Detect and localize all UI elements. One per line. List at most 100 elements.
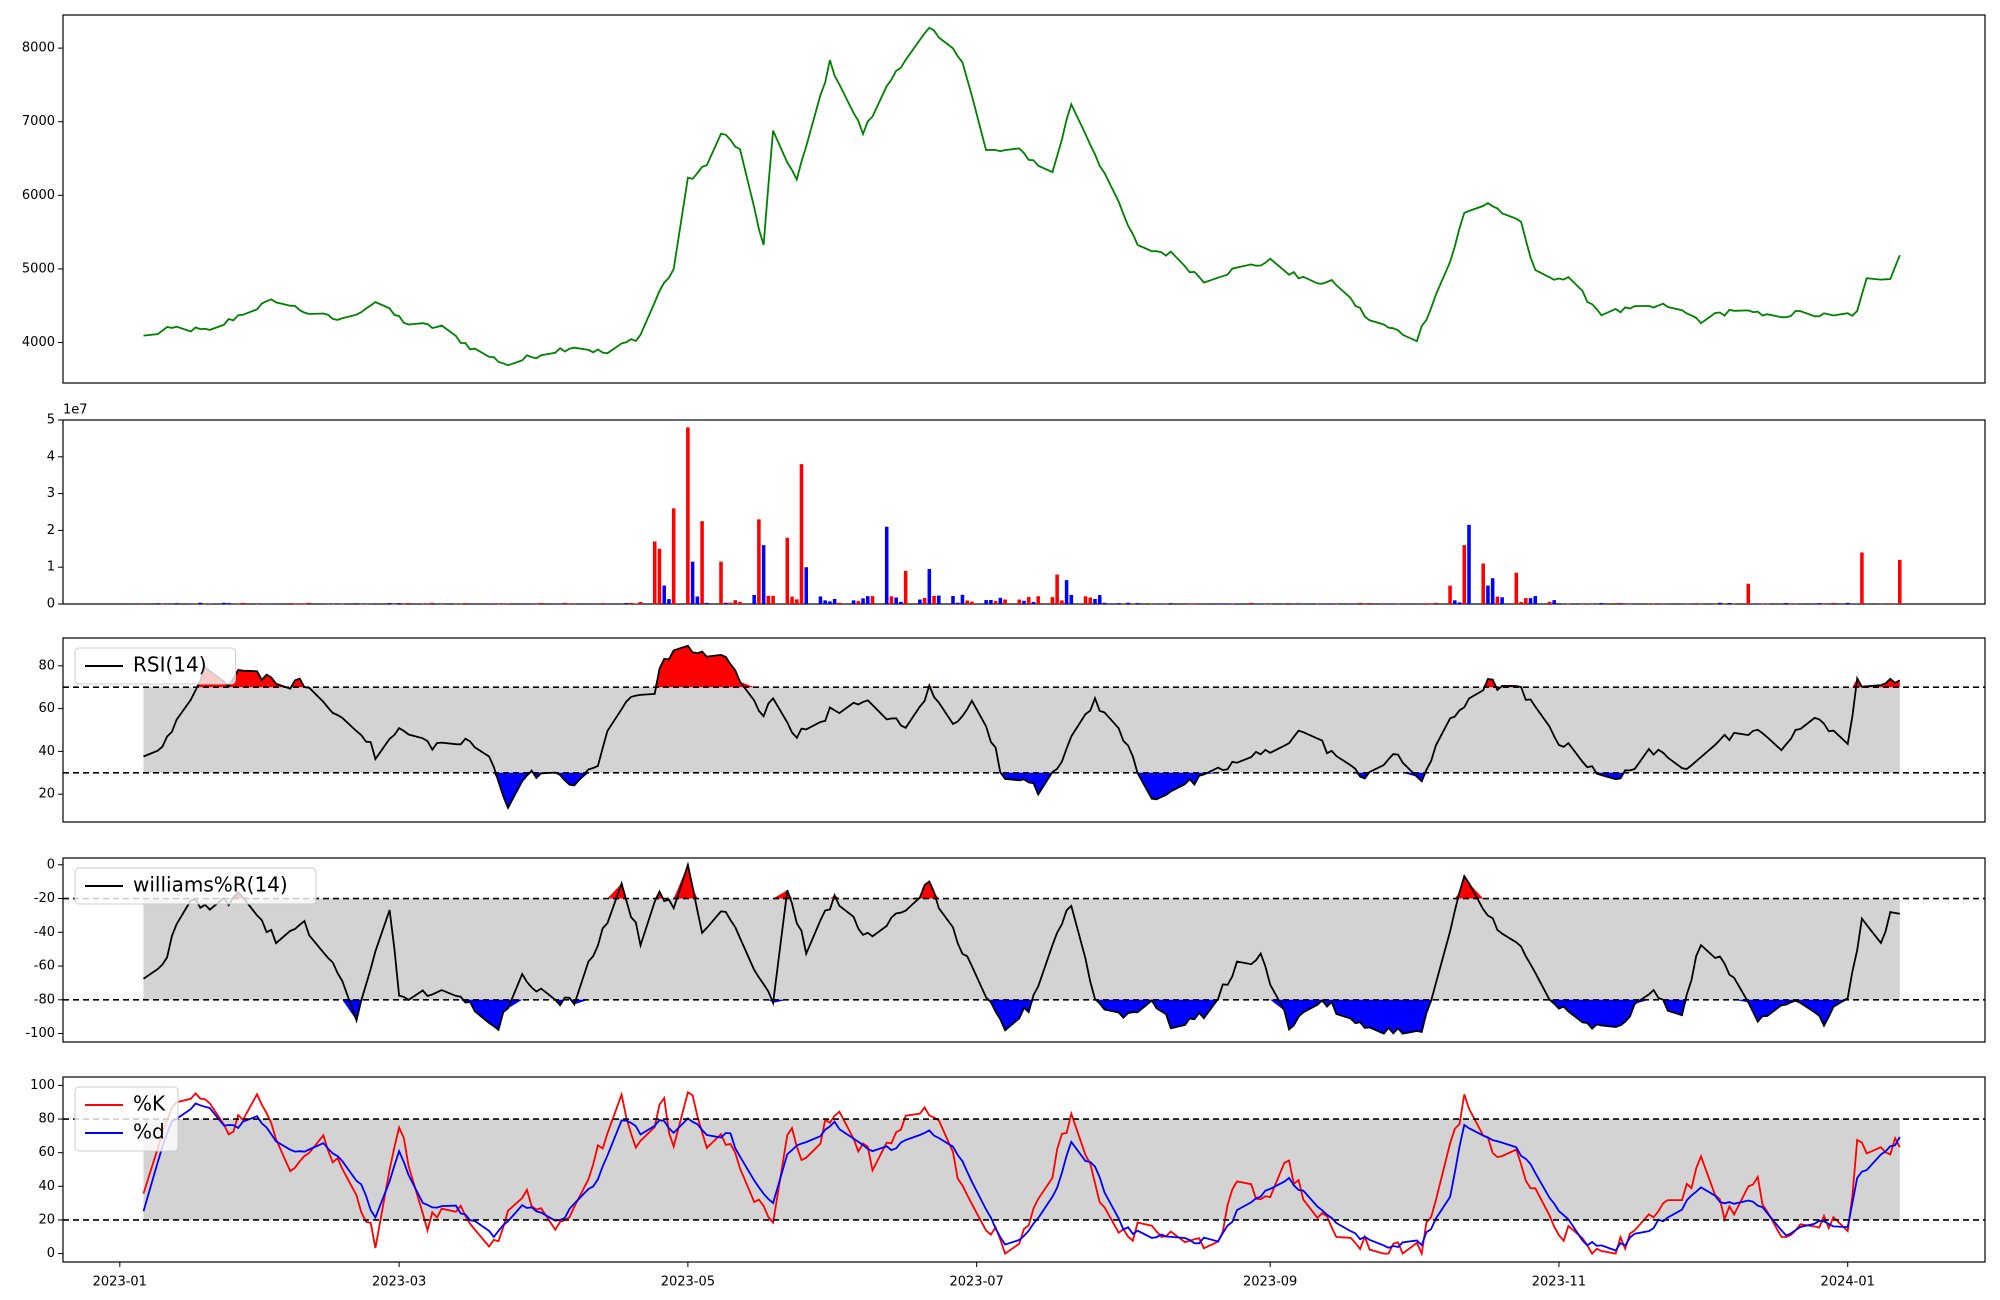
volume-bar: [761, 545, 766, 604]
volume-bar: [141, 603, 146, 604]
volume-bar: [937, 595, 941, 604]
stochastic-band: [143, 1119, 1900, 1220]
volume-bar: [586, 603, 591, 605]
x-tick-label: 2023-09: [1243, 1275, 1297, 1290]
volume-bar: [335, 603, 340, 605]
volume-bar: [288, 603, 293, 604]
volume-bar: [1514, 572, 1519, 604]
volume-bar: [1732, 603, 1736, 605]
price-axes-frame: [62, 14, 1986, 384]
volume-bar: [1315, 603, 1320, 605]
volume-bar: [264, 603, 269, 605]
volume-bar: [1684, 603, 1689, 605]
volume-bar: [851, 600, 856, 604]
volume-bar: [984, 600, 988, 604]
rsi-legend: [74, 647, 236, 685]
volume-bar: [1448, 585, 1452, 604]
volume-bar: [657, 548, 662, 604]
volume-bar: [1154, 603, 1159, 605]
volume-bar: [174, 603, 179, 604]
volume-bar: [591, 603, 595, 605]
volume-bar: [752, 594, 756, 604]
volume-bar: [492, 603, 496, 604]
stochastic-ytick-label: 20: [38, 1212, 55, 1227]
rsi-legend-label: RSI(14): [133, 653, 207, 677]
volume-bar: [1320, 603, 1325, 605]
williams-overbought-fill: [143, 864, 1900, 899]
volume-bar: [705, 602, 709, 604]
volume-bar: [1789, 603, 1793, 605]
volume-bar: [624, 603, 629, 604]
volume-bar: [1760, 603, 1765, 605]
price-ytick-label: 5000: [22, 261, 55, 276]
volume-bar: [155, 603, 160, 604]
volume-bar: [1613, 603, 1618, 604]
volume-bar: [1135, 603, 1140, 604]
volume-bar: [402, 603, 406, 605]
volume-bar: [1301, 603, 1306, 605]
volume-bar: [307, 602, 311, 604]
volume-bar: [922, 597, 927, 604]
volume-bar: [1779, 603, 1784, 605]
volume-bar: [1500, 597, 1504, 604]
volume-bar: [1713, 603, 1717, 605]
volume-bar: [884, 526, 889, 604]
volume-ytick-label: 1: [47, 560, 55, 575]
volume-bar: [1893, 603, 1897, 605]
volume-bar: [1287, 603, 1291, 604]
volume-bar: [894, 597, 898, 604]
volume-bar: [899, 601, 903, 604]
volume-bar: [1192, 603, 1197, 605]
volume-bar: [652, 541, 657, 604]
volume-bar: [165, 603, 169, 605]
volume-bar: [1434, 602, 1438, 604]
volume-bar: [364, 603, 368, 605]
volume-bar: [468, 603, 472, 604]
volume-bar: [458, 603, 463, 605]
volume-bar: [960, 594, 965, 604]
volume-bar: [733, 600, 738, 604]
williams-legend: [74, 867, 317, 905]
stochastic-ytick-label: 80: [38, 1112, 55, 1127]
volume-bar: [799, 464, 804, 604]
volume-bar: [359, 603, 364, 605]
volume-bar: [207, 603, 212, 605]
rsi-line: [143, 644, 1901, 810]
rsi-ytick-label: 60: [38, 701, 55, 716]
volume-bar: [1827, 603, 1831, 605]
volume-bar: [1282, 603, 1287, 605]
volume-bar: [1386, 603, 1391, 605]
volume-bar: [1855, 603, 1859, 605]
volume-bar: [1424, 603, 1429, 604]
volume-bar: [903, 570, 908, 604]
volume-bar: [198, 602, 203, 604]
volume-bar: [1793, 603, 1798, 605]
volume-bar: [226, 603, 231, 604]
volume-bar: [951, 595, 955, 604]
volume-bar: [1296, 603, 1301, 604]
volume-bar: [1453, 600, 1457, 604]
volume-bar: [1883, 603, 1888, 605]
volume-bar: [823, 600, 827, 604]
volume-bar: [757, 519, 761, 604]
williams-ytick-label: -40: [34, 925, 55, 940]
volume-bar: [373, 603, 378, 604]
volume-bar: [368, 603, 373, 605]
volume-bar: [1557, 603, 1561, 604]
volume-bar: [425, 603, 430, 604]
volume-bar: [1325, 603, 1329, 605]
volume-bar: [293, 603, 297, 605]
price-ytick-label: 7000: [22, 114, 55, 129]
volume-bar: [766, 595, 771, 604]
volume-bar: [1888, 603, 1893, 604]
volume-ytick-label: 5: [47, 413, 55, 428]
volume-bar: [1150, 603, 1154, 605]
rsi-panel: 20 40 60 80 RSI(14): [38, 637, 1986, 823]
volume-bar: [406, 603, 411, 604]
volume-bar: [1845, 602, 1850, 604]
volume-bar: [619, 603, 624, 605]
volume-bar: [998, 597, 1003, 604]
volume-bar: [927, 569, 932, 604]
price-ytick-label: 8000: [22, 41, 55, 56]
volume-bar: [236, 603, 240, 605]
